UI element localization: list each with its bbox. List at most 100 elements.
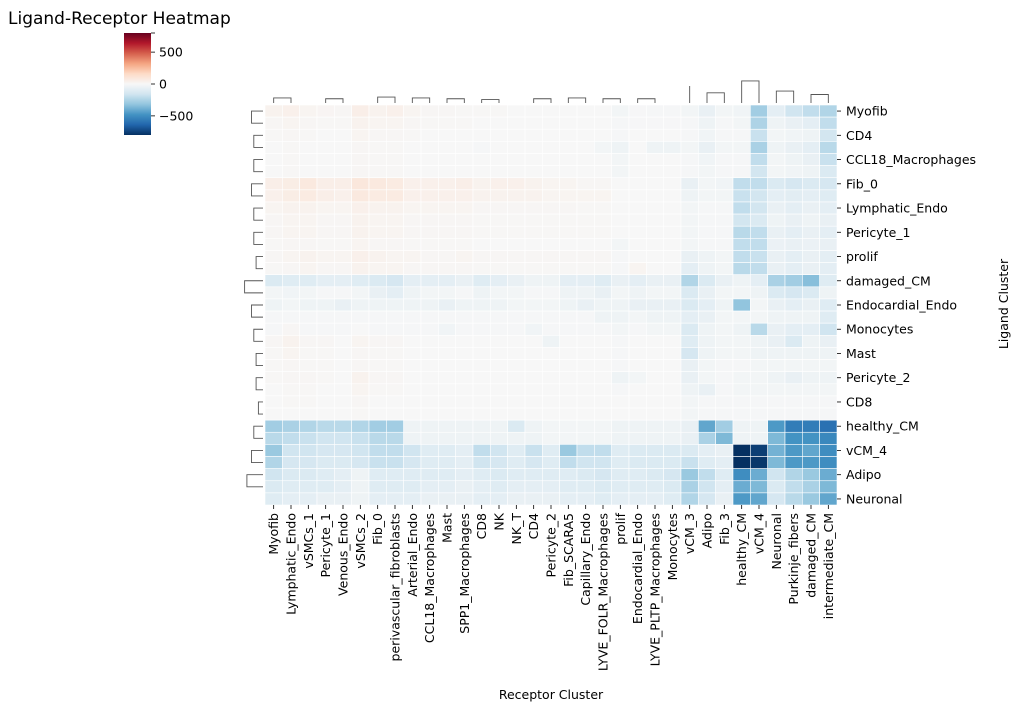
heatmap-cell <box>559 250 578 263</box>
heatmap-cell <box>542 201 560 215</box>
heatmap-cell <box>403 492 422 506</box>
heatmap-cell <box>455 298 474 312</box>
heatmap-cell <box>542 444 560 457</box>
heatmap-cell <box>576 468 595 482</box>
heatmap-cell <box>420 104 439 118</box>
heatmap-cell <box>698 431 716 445</box>
heatmap-cell <box>420 238 439 251</box>
heatmap-cell <box>386 225 404 239</box>
heatmap-cell <box>784 431 803 445</box>
heatmap-cell <box>646 201 664 215</box>
heatmap-cell <box>594 286 612 300</box>
heatmap-cell <box>802 201 820 215</box>
heatmap-cell <box>698 298 716 312</box>
heatmap-cell <box>819 407 838 421</box>
heatmap-cell <box>455 371 474 385</box>
heatmap-cell <box>680 359 699 372</box>
heatmap-cell <box>420 262 439 275</box>
heatmap-cell <box>784 201 803 215</box>
heatmap-cell <box>611 395 630 409</box>
heatmap-cell <box>594 371 612 385</box>
heatmap-cell <box>490 262 508 275</box>
heatmap-cell <box>732 371 751 385</box>
heatmap-cell <box>767 444 786 457</box>
heatmap-cell <box>611 468 630 482</box>
heatmap-cell <box>698 225 716 239</box>
heatmap-cell <box>403 274 422 288</box>
heatmap-cell <box>750 177 768 191</box>
heatmap-cell <box>802 189 820 203</box>
heatmap-cell <box>351 165 370 179</box>
heatmap-cell <box>784 104 803 118</box>
heatmap-cell <box>732 141 751 154</box>
heatmap-cell <box>282 383 300 397</box>
heatmap-cell <box>507 274 526 288</box>
heatmap-cell <box>386 274 404 288</box>
heatmap-cell <box>594 128 612 142</box>
heatmap-cell <box>576 165 595 179</box>
heatmap-cell <box>316 347 335 360</box>
heatmap-cell <box>524 298 543 312</box>
heatmap-cell <box>698 153 716 166</box>
heatmap-cell <box>472 347 491 360</box>
heatmap-cell <box>611 116 630 130</box>
heatmap-cell <box>646 153 664 166</box>
dendrogram-link <box>481 99 500 103</box>
heatmap-cell <box>368 238 387 251</box>
heatmap-cell <box>646 334 664 348</box>
heatmap-cell <box>524 371 543 385</box>
heatmap-cell <box>680 456 699 469</box>
heatmap-cell <box>472 431 491 445</box>
heatmap-cell <box>698 262 716 275</box>
heatmap-cell <box>334 116 352 130</box>
heatmap-cell <box>680 189 699 203</box>
heatmap-cell <box>767 225 786 239</box>
heatmap-cell <box>334 322 352 336</box>
heatmap-cell <box>767 334 786 348</box>
heatmap-cell <box>819 298 838 312</box>
heatmap-cell <box>698 128 716 142</box>
heatmap-cell <box>316 262 335 275</box>
heatmap-cell <box>628 480 647 494</box>
heatmap-cell <box>507 141 526 154</box>
heatmap-cell <box>611 104 630 118</box>
heatmap-cell <box>299 334 318 348</box>
heatmap-cell <box>316 141 335 154</box>
heatmap-cell <box>628 371 647 385</box>
heatmap-cell <box>594 468 612 482</box>
heatmap-cell <box>438 238 456 251</box>
heatmap-cell <box>472 104 491 118</box>
column-label: Lymphatic_Endo <box>284 513 299 615</box>
heatmap-cell <box>334 419 352 433</box>
heatmap-cell <box>576 444 595 457</box>
heatmap-cell <box>455 383 474 397</box>
heatmap-cell <box>784 334 803 348</box>
heatmap-cell <box>472 468 491 482</box>
heatmap-cell <box>368 431 387 445</box>
heatmap-cell <box>386 431 404 445</box>
heatmap-cell <box>698 480 716 494</box>
colorbar-tick-label: 0 <box>159 77 167 92</box>
heatmap-cell <box>282 116 300 130</box>
heatmap-cell <box>784 456 803 469</box>
heatmap-cell <box>264 298 283 312</box>
heatmap-cell <box>767 153 786 166</box>
heatmap-cell <box>386 165 404 179</box>
heatmap-cell <box>351 153 370 166</box>
heatmap-cell <box>368 213 387 227</box>
heatmap-cell <box>646 419 664 433</box>
heatmap-cell <box>750 153 768 166</box>
heatmap-cell <box>819 334 838 348</box>
heatmap-cell <box>472 177 491 191</box>
heatmap-cell <box>784 359 803 372</box>
heatmap-cell <box>732 238 751 251</box>
heatmap-cell <box>576 407 595 421</box>
heatmap-cell <box>386 334 404 348</box>
heatmap-cell <box>663 225 682 239</box>
heatmap-cell <box>663 153 682 166</box>
heatmap-cell <box>646 141 664 154</box>
heatmap-cell <box>351 347 370 360</box>
heatmap-cell <box>715 383 734 397</box>
heatmap-cell <box>715 286 734 300</box>
heatmap-cell <box>576 153 595 166</box>
